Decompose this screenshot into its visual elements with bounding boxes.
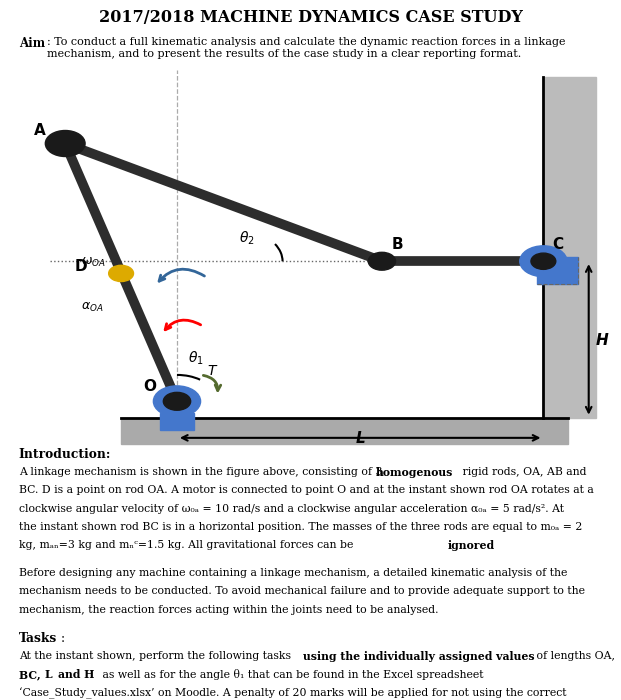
Text: H: H xyxy=(596,333,609,348)
Text: mechanism, the reaction forces acting within the joints need to be analysed.: mechanism, the reaction forces acting wi… xyxy=(19,605,438,615)
Circle shape xyxy=(368,252,396,270)
Text: $\alpha_{OA}$: $\alpha_{OA}$ xyxy=(81,301,103,314)
Text: 2017/2018 MACHINE DYNAMICS CASE STUDY: 2017/2018 MACHINE DYNAMICS CASE STUDY xyxy=(99,9,522,26)
Text: BC,: BC, xyxy=(19,669,44,680)
Text: C: C xyxy=(553,237,564,252)
Text: $\theta_2$: $\theta_2$ xyxy=(239,230,255,247)
Text: At the instant shown, perform the following tasks: At the instant shown, perform the follow… xyxy=(19,651,294,661)
Text: of lengths OA,: of lengths OA, xyxy=(533,651,615,661)
Text: mechanism needs to be conducted. To avoid mechanical failure and to provide adeq: mechanism needs to be conducted. To avoi… xyxy=(19,587,584,596)
Text: $\theta_1$: $\theta_1$ xyxy=(188,350,204,367)
Text: clockwise angular velocity of ω₀ₐ = 10 rad/s and a clockwise angular acceleratio: clockwise angular velocity of ω₀ₐ = 10 r… xyxy=(19,503,564,514)
Text: ignored: ignored xyxy=(448,540,495,552)
Text: rigid rods, OA, AB and: rigid rods, OA, AB and xyxy=(460,467,587,477)
Bar xyxy=(121,417,568,444)
Text: L: L xyxy=(45,669,53,680)
Text: BC. D is a point on rod OA. A motor is connected to point O and at the instant s: BC. D is a point on rod OA. A motor is c… xyxy=(19,485,594,495)
Text: :: : xyxy=(61,632,65,645)
Text: the instant shown rod BC is in a horizontal position. The masses of the three ro: the instant shown rod BC is in a horizon… xyxy=(19,522,582,532)
Text: .: . xyxy=(491,540,494,550)
Text: : To conduct a full kinematic analysis and calculate the dynamic reaction forces: : To conduct a full kinematic analysis a… xyxy=(47,37,565,59)
Bar xyxy=(537,257,578,284)
Text: $\omega_{OA}$: $\omega_{OA}$ xyxy=(81,256,106,270)
Circle shape xyxy=(531,253,556,270)
Text: homogenous: homogenous xyxy=(376,467,453,477)
Text: $T$: $T$ xyxy=(207,364,218,378)
Text: Before designing any machine containing a linkage mechanism, a detailed kinemati: Before designing any machine containing … xyxy=(19,568,567,578)
Circle shape xyxy=(45,130,85,157)
Text: using the individually assigned values: using the individually assigned values xyxy=(303,651,535,661)
Circle shape xyxy=(520,246,567,276)
Text: ‘Case_Study_values.xlsx’ on Moodle. A penalty of 20 marks will be applied for no: ‘Case_Study_values.xlsx’ on Moodle. A pe… xyxy=(19,687,566,699)
Bar xyxy=(543,76,596,417)
Text: O: O xyxy=(143,379,156,394)
Text: Aim: Aim xyxy=(19,37,45,50)
Circle shape xyxy=(109,265,134,281)
Text: A linkage mechanism is shown in the figure above, consisting of 3: A linkage mechanism is shown in the figu… xyxy=(19,467,386,477)
Text: A: A xyxy=(34,123,46,139)
Text: and H: and H xyxy=(58,669,94,680)
Text: L: L xyxy=(355,431,365,446)
Text: as well as for the angle θ₁ that can be found in the Excel spreadsheet: as well as for the angle θ₁ that can be … xyxy=(99,669,484,680)
Circle shape xyxy=(163,393,191,410)
Text: kg, mₐₙ=3 kg and mₙᶜ=1.5 kg. All gravitational forces can be: kg, mₐₙ=3 kg and mₙᶜ=1.5 kg. All gravita… xyxy=(19,540,356,550)
Text: Introduction:: Introduction: xyxy=(19,448,111,461)
Bar xyxy=(160,413,194,430)
Text: D: D xyxy=(75,260,87,274)
Circle shape xyxy=(153,386,201,416)
Text: B: B xyxy=(391,237,403,252)
Text: Tasks: Tasks xyxy=(19,632,57,645)
